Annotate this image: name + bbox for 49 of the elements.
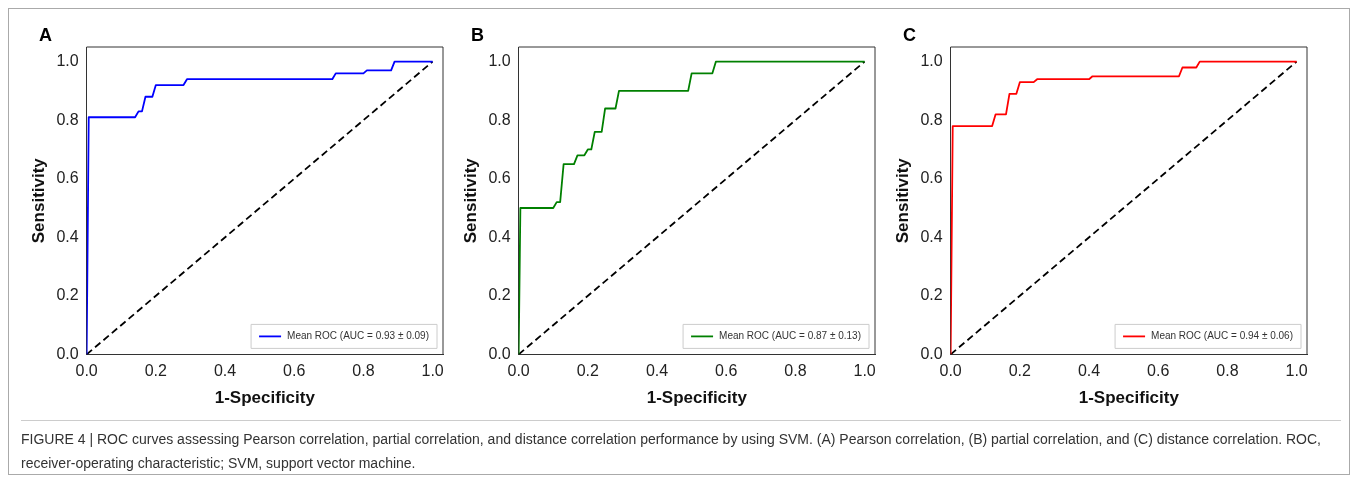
x-tick-label: 0.4 bbox=[645, 362, 669, 380]
legend-label: Mean ROC (AUC = 0.87 ± 0.13) bbox=[719, 330, 861, 342]
y-tick-label: 0.6 bbox=[920, 169, 943, 187]
x-tick-label: 1.0 bbox=[853, 362, 876, 380]
y-tick-label: 0.8 bbox=[56, 110, 79, 128]
x-tick-label: 0.0 bbox=[75, 362, 98, 380]
x-tick-label: 0.8 bbox=[352, 362, 375, 380]
x-tick-label: 1.0 bbox=[421, 362, 444, 380]
y-tick-label: 0.4 bbox=[488, 227, 511, 245]
text: C bbox=[903, 24, 916, 45]
y-axis-title: Sensitivity bbox=[460, 157, 480, 244]
y-tick-label: 1.0 bbox=[488, 52, 511, 70]
y-tick-label: 0.6 bbox=[488, 169, 511, 187]
y-tick-label: 0.2 bbox=[920, 286, 943, 304]
x-tick-label: 0.8 bbox=[784, 362, 807, 380]
y-tick-label: 0.0 bbox=[488, 344, 511, 362]
x-tick-label: 0.2 bbox=[1008, 362, 1032, 380]
legend-label: Mean ROC (AUC = 0.93 ± 0.09) bbox=[287, 330, 429, 342]
x-tick-label: 0.0 bbox=[939, 362, 962, 380]
text: B bbox=[471, 24, 484, 45]
y-tick-label: 0.0 bbox=[56, 344, 79, 362]
x-axis-title: 1-Specificity bbox=[1078, 388, 1180, 408]
y-tick-label: 0.8 bbox=[920, 110, 943, 128]
y-tick-label: 1.0 bbox=[920, 52, 943, 70]
y-tick-label: 0.2 bbox=[56, 286, 79, 304]
x-tick-label: 0.4 bbox=[213, 362, 237, 380]
y-axis-title: Sensitivity bbox=[892, 157, 912, 244]
y-tick-label: 0.6 bbox=[56, 169, 79, 187]
x-tick-label: 0.6 bbox=[283, 362, 306, 380]
x-axis-title: 1-Specificity bbox=[214, 388, 316, 408]
y-tick-label: 0.4 bbox=[920, 227, 943, 245]
caption: FIGURE 4 | ROC curves assessing Pearson correlation, partial correlation, and distance correlation performance by using SVM. (A) Pearson correlation, (B) partial correlation, and (C) distance correlation. ROC, receiver-operating characteristic; SVM, support vector machine. bbox=[21, 420, 1341, 475]
legend-label: Mean ROC (AUC = 0.94 ± 0.06) bbox=[1151, 330, 1293, 342]
x-tick-label: 0.6 bbox=[715, 362, 738, 380]
x-tick-label: 0.6 bbox=[1147, 362, 1170, 380]
y-tick-label: 1.0 bbox=[56, 52, 79, 70]
y-tick-label: 0.0 bbox=[920, 344, 943, 362]
x-tick-label: 0.2 bbox=[576, 362, 600, 380]
x-tick-label: 0.0 bbox=[507, 362, 530, 380]
x-tick-label: 0.8 bbox=[1216, 362, 1239, 380]
text: A bbox=[39, 24, 52, 45]
y-tick-label: 0.2 bbox=[488, 286, 511, 304]
y-tick-label: 0.4 bbox=[56, 227, 79, 245]
x-tick-label: 0.4 bbox=[1077, 362, 1101, 380]
x-tick-label: 0.2 bbox=[144, 362, 168, 380]
y-axis-title: Sensitivity bbox=[28, 157, 48, 244]
x-axis-title: 1-Specificity bbox=[646, 388, 748, 408]
y-tick-label: 0.8 bbox=[488, 110, 511, 128]
x-tick-label: 1.0 bbox=[1285, 362, 1308, 380]
